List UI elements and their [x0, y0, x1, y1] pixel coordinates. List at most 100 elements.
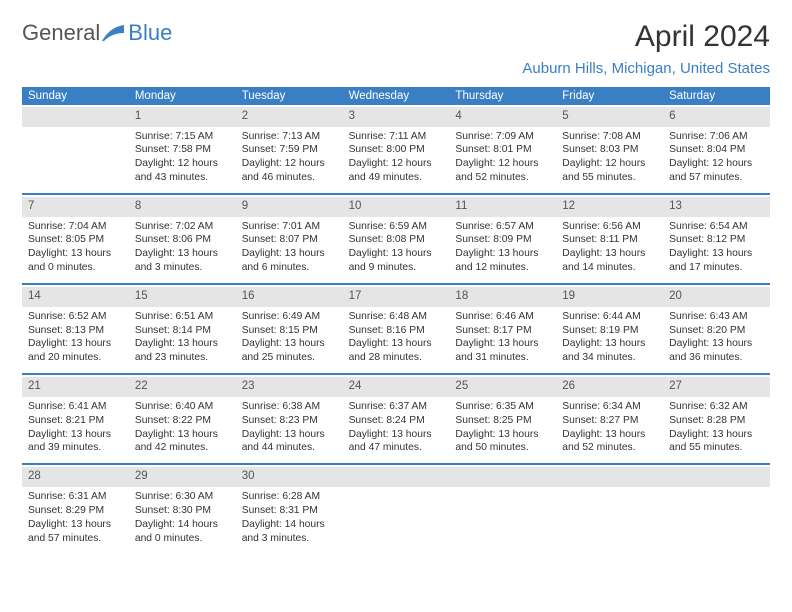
calendar-cell: 8Sunrise: 7:02 AMSunset: 8:06 PMDaylight… [129, 195, 236, 283]
week-row: .1 Sunrise: 7:15 AMSunset: 7:58 PM Dayligh… [22, 105, 770, 195]
cell-date: 22 [129, 377, 236, 397]
cell-date: 1 [129, 107, 236, 127]
sunset-text: Sunset: 8:04 PM [669, 143, 764, 157]
daylight-text: Daylight: 12 hours and 46 minutes. [242, 157, 337, 185]
sunrise-text: Sunrise: 6:30 AM [135, 490, 230, 504]
sunrise-text: Sunrise: 6:32 AM [669, 400, 764, 414]
calendar-cell: . [556, 465, 663, 553]
sunset-text: Sunset: 8:16 PM [349, 324, 444, 338]
calendar-cell: 6Sunrise: 7:06 AMSunset: 8:04 PMDaylight… [663, 105, 770, 193]
day-header-tue: Tuesday [236, 87, 343, 105]
cell-date: 26 [556, 377, 663, 397]
sunrise-text: Sunrise: 6:28 AM [242, 490, 337, 504]
calendar-cell: 28Sunrise: 6:31 AMSunset: 8:29 PMDayligh… [22, 465, 129, 553]
daylight-text: Daylight: 12 hours and 52 minutes. [455, 157, 550, 185]
calendar-cell: 12Sunrise: 6:56 AMSunset: 8:11 PMDayligh… [556, 195, 663, 283]
sunset-text: Sunset: 8:21 PM [28, 414, 123, 428]
sunrise-text: Sunrise: 6:38 AM [242, 400, 337, 414]
calendar-cell: 26Sunrise: 6:34 AMSunset: 8:27 PMDayligh… [556, 375, 663, 463]
sunrise-text: Sunrise: 7:06 AM [669, 130, 764, 144]
sunset-text: Sunset: 8:25 PM [455, 414, 550, 428]
sunset-text: Sunset: 8:00 PM [349, 143, 444, 157]
daylight-text: Daylight: 13 hours and 55 minutes. [669, 428, 764, 456]
daylight-text: Daylight: 13 hours and 39 minutes. [28, 428, 123, 456]
cell-date: 29 [129, 467, 236, 487]
daylight-text: Daylight: 12 hours and 49 minutes. [349, 157, 444, 185]
daylight-text: Daylight: 13 hours and 31 minutes. [455, 337, 550, 365]
cell-date: 5 [556, 107, 663, 127]
cell-date: 8 [129, 197, 236, 217]
sunset-text: Sunset: 8:15 PM [242, 324, 337, 338]
daylight-text: Daylight: 12 hours and 57 minutes. [669, 157, 764, 185]
daylight-text: Daylight: 13 hours and 20 minutes. [28, 337, 123, 365]
logo-text-blue: Blue [128, 20, 172, 46]
cell-date: 27 [663, 377, 770, 397]
calendar-cell: . [22, 105, 129, 193]
sunset-text: Sunset: 8:29 PM [28, 504, 123, 518]
calendar: Sunday Monday Tuesday Wednesday Thursday… [22, 87, 770, 553]
cell-date: . [449, 467, 556, 487]
sunset-text: Sunset: 8:08 PM [349, 233, 444, 247]
cell-date: 17 [343, 287, 450, 307]
calendar-cell: 21Sunrise: 6:41 AMSunset: 8:21 PMDayligh… [22, 375, 129, 463]
calendar-cell: 23Sunrise: 6:38 AMSunset: 8:23 PMDayligh… [236, 375, 343, 463]
sunrise-text: Sunrise: 6:57 AM [455, 220, 550, 234]
cell-date: 16 [236, 287, 343, 307]
sunrise-text: Sunrise: 6:51 AM [135, 310, 230, 324]
daylight-text: Daylight: 14 hours and 3 minutes. [242, 518, 337, 546]
cell-date: 3 [343, 107, 450, 127]
sunrise-text: Sunrise: 7:15 AM [135, 130, 230, 144]
sunset-text: Sunset: 8:19 PM [562, 324, 657, 338]
sunrise-text: Sunrise: 6:56 AM [562, 220, 657, 234]
cell-date: 2 [236, 107, 343, 127]
daylight-text: Daylight: 13 hours and 34 minutes. [562, 337, 657, 365]
day-header-row: Sunday Monday Tuesday Wednesday Thursday… [22, 87, 770, 105]
day-header-fri: Friday [556, 87, 663, 105]
calendar-cell: 7Sunrise: 7:04 AMSunset: 8:05 PMDaylight… [22, 195, 129, 283]
calendar-cell: 10 Sunrise: 6:59 AMSunset: 8:08 PMDayligh… [343, 195, 450, 283]
sunset-text: Sunset: 8:09 PM [455, 233, 550, 247]
daylight-text: Daylight: 13 hours and 17 minutes. [669, 247, 764, 275]
sunset-text: Sunset: 7:58 PM [135, 143, 230, 157]
cell-date: 7 [22, 197, 129, 217]
month-title: April 2024 [522, 20, 770, 54]
daylight-text: Daylight: 13 hours and 47 minutes. [349, 428, 444, 456]
daylight-text: Daylight: 13 hours and 42 minutes. [135, 428, 230, 456]
sunrise-text: Sunrise: 7:01 AM [242, 220, 337, 234]
calendar-cell: 22Sunrise: 6:40 AMSunset: 8:22 PMDayligh… [129, 375, 236, 463]
calendar-cell: 17Sunrise: 6:48 AMSunset: 8:16 PMDayligh… [343, 285, 450, 373]
sunset-text: Sunset: 8:20 PM [669, 324, 764, 338]
cell-date: . [556, 467, 663, 487]
calendar-cell: 1Sunrise: 7:15 AMSunset: 7:58 PMDaylight… [129, 105, 236, 193]
cell-date: . [343, 467, 450, 487]
daylight-text: Daylight: 13 hours and 0 minutes. [28, 247, 123, 275]
cell-date: 25 [449, 377, 556, 397]
calendar-cell: . [343, 465, 450, 553]
calendar-cell: 4Sunrise: 7:09 AMSunset: 8:01 PMDaylight… [449, 105, 556, 193]
sunrise-text: Sunrise: 6:52 AM [28, 310, 123, 324]
sunset-text: Sunset: 8:07 PM [242, 233, 337, 247]
sunrise-text: Sunrise: 7:09 AM [455, 130, 550, 144]
sunrise-text: Sunrise: 6:41 AM [28, 400, 123, 414]
day-header-sat: Saturday [663, 87, 770, 105]
daylight-text: Daylight: 13 hours and 23 minutes. [135, 337, 230, 365]
daylight-text: Daylight: 13 hours and 52 minutes. [562, 428, 657, 456]
sunset-text: Sunset: 8:30 PM [135, 504, 230, 518]
cell-date: 11 [449, 197, 556, 217]
sunrise-text: Sunrise: 7:08 AM [562, 130, 657, 144]
daylight-text: Daylight: 13 hours and 28 minutes. [349, 337, 444, 365]
sunset-text: Sunset: 8:06 PM [135, 233, 230, 247]
calendar-cell: 24Sunrise: 6:37 AMSunset: 8:24 PMDayligh… [343, 375, 450, 463]
weeks-container: .1Sunrise: 7:15 AMSunset: 7:58 PMDayligh… [22, 105, 770, 553]
cell-date: 4 [449, 107, 556, 127]
cell-date: 10 [343, 197, 450, 217]
sunset-text: Sunset: 8:05 PM [28, 233, 123, 247]
calendar-cell: 16Sunrise: 6:49 AMSunset: 8:15 PMDayligh… [236, 285, 343, 373]
calendar-cell: 14Sunrise: 6:52 AMSunset: 8:13 PMDayligh… [22, 285, 129, 373]
cell-date: 18 [449, 287, 556, 307]
daylight-text: Daylight: 13 hours and 9 minutes. [349, 247, 444, 275]
sunrise-text: Sunrise: 6:49 AM [242, 310, 337, 324]
sunset-text: Sunset: 8:24 PM [349, 414, 444, 428]
sunrise-text: Sunrise: 6:59 AM [349, 220, 444, 234]
daylight-text: Daylight: 14 hours and 0 minutes. [135, 518, 230, 546]
